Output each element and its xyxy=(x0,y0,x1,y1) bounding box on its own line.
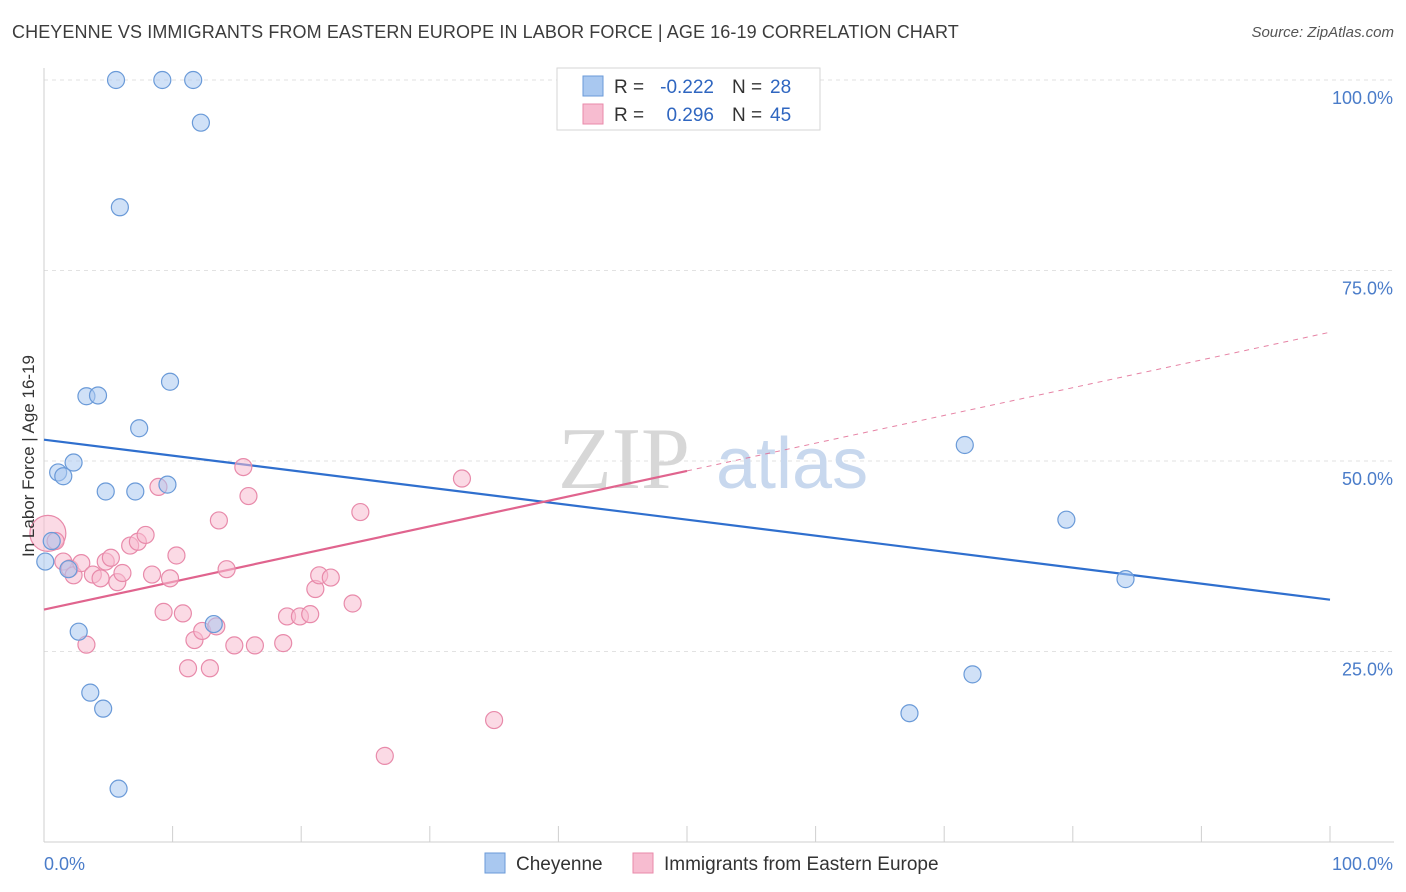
point-series-0-6 xyxy=(69,622,88,641)
point-series-1-30 xyxy=(234,457,253,477)
data-points xyxy=(29,70,1135,798)
series-legend: Cheyenne Immigrants from Eastern Europe xyxy=(484,852,939,875)
point-series-1-40 xyxy=(343,594,362,613)
y-tick-label-0: 25.0% xyxy=(1342,660,1393,680)
correlation-legend: R = -0.222 N = 28 R = 0.296 N = 45 xyxy=(556,67,821,131)
point-series-0-12 xyxy=(106,70,126,90)
watermark-atlas: atlas xyxy=(716,424,868,504)
legend-r-value-1: 0.296 xyxy=(666,105,714,126)
legend-swatch-1 xyxy=(582,103,604,125)
point-series-1-8 xyxy=(91,569,110,588)
series-legend-label-0: Cheyenne xyxy=(516,854,603,875)
point-series-0-4 xyxy=(59,560,78,579)
point-series-0-23 xyxy=(900,704,919,723)
point-series-0-1 xyxy=(42,531,61,551)
point-series-1-21 xyxy=(173,604,192,623)
point-series-1-43 xyxy=(452,469,472,488)
point-series-0-18 xyxy=(158,475,177,494)
legend-n-value-1: 45 xyxy=(770,105,791,126)
point-series-0-13 xyxy=(109,779,128,798)
series-legend-swatch-1 xyxy=(632,852,654,874)
watermark-zip: ZIP xyxy=(558,411,690,508)
y-tick-labels: 25.0% 50.0% 75.0% 100.0% xyxy=(1332,88,1393,680)
legend-r-label-1: R = xyxy=(614,105,644,126)
y-axis-title: In Labor Force | Age 16-19 xyxy=(19,355,38,557)
point-series-0-8 xyxy=(81,683,100,702)
point-series-0-24 xyxy=(955,435,974,455)
point-series-0-9 xyxy=(88,386,108,405)
point-series-1-20 xyxy=(167,546,186,565)
point-series-1-12 xyxy=(113,563,132,583)
x-tick-label-max: 100.0% xyxy=(1332,854,1393,874)
point-series-0-27 xyxy=(1116,570,1135,589)
trend-line-series-0 xyxy=(43,438,1331,601)
y-tick-label-1: 50.0% xyxy=(1342,469,1393,489)
point-series-0-3 xyxy=(54,467,73,486)
point-series-0-25 xyxy=(963,665,982,684)
point-series-1-39 xyxy=(321,568,340,587)
point-series-1-22 xyxy=(178,659,198,678)
watermark: ZIP atlas xyxy=(558,411,868,508)
legend-n-value-0: 28 xyxy=(770,77,791,98)
point-series-1-16 xyxy=(142,565,162,584)
point-series-1-18 xyxy=(154,602,173,621)
y-tick-label-3: 100.0% xyxy=(1332,88,1393,108)
point-series-1-25 xyxy=(200,659,219,678)
point-series-0-17 xyxy=(153,70,172,90)
point-series-1-42 xyxy=(375,746,394,765)
point-series-0-15 xyxy=(126,482,145,501)
point-series-1-10 xyxy=(101,548,120,567)
series-legend-label-1: Immigrants from Eastern Europe xyxy=(664,854,939,875)
chart-title: CHEYENNE VS IMMIGRANTS FROM EASTERN EURO… xyxy=(12,22,959,42)
legend-swatch-0 xyxy=(582,75,604,97)
point-series-1-32 xyxy=(245,636,265,655)
point-series-1-36 xyxy=(301,605,320,624)
trend-lines xyxy=(43,331,1331,611)
point-series-1-28 xyxy=(217,560,236,579)
y-tick-label-2: 75.0% xyxy=(1342,279,1393,299)
legend-n-label-0: N = xyxy=(732,77,762,98)
point-series-1-44 xyxy=(485,710,504,730)
x-tick-labels: 0.0% 100.0% xyxy=(44,854,1393,874)
point-series-1-19 xyxy=(160,569,180,588)
source-credit: Source: ZipAtlas.com xyxy=(1251,24,1394,41)
point-series-0-26 xyxy=(1057,510,1076,529)
point-series-1-29 xyxy=(225,636,244,655)
point-series-1-41 xyxy=(351,502,370,522)
point-series-0-11 xyxy=(96,482,115,501)
point-series-1-31 xyxy=(239,486,258,506)
point-series-0-19 xyxy=(160,372,180,391)
axes xyxy=(43,68,1394,843)
legend-r-value-0: -0.222 xyxy=(660,77,714,98)
legend-n-label-1: N = xyxy=(732,105,762,126)
point-series-0-5 xyxy=(64,453,83,472)
point-series-0-10 xyxy=(94,699,113,718)
point-series-1-33 xyxy=(274,634,293,653)
point-series-1-27 xyxy=(209,511,228,530)
point-series-0-14 xyxy=(110,198,129,217)
x-tick-label-min: 0.0% xyxy=(44,854,85,874)
point-series-0-22 xyxy=(204,614,223,634)
legend-r-label-0: R = xyxy=(614,77,644,98)
point-series-1-15 xyxy=(136,525,155,545)
point-series-0-16 xyxy=(130,419,149,438)
series-legend-swatch-0 xyxy=(484,852,506,874)
trend-line-series-1 xyxy=(43,469,688,611)
point-series-0-21 xyxy=(191,113,210,132)
point-series-0-0 xyxy=(36,552,55,571)
point-series-0-20 xyxy=(184,70,203,90)
